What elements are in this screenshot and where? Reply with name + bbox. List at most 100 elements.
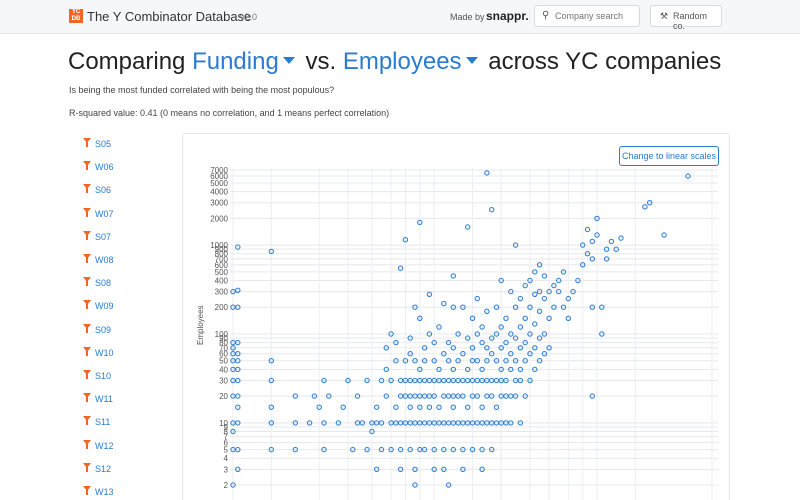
- data-point[interactable]: [393, 339, 399, 346]
- data-point[interactable]: [326, 393, 332, 399]
- data-point[interactable]: [594, 215, 600, 222]
- data-point[interactable]: [412, 358, 418, 364]
- data-point[interactable]: [393, 420, 399, 426]
- data-point[interactable]: [417, 315, 423, 321]
- data-point[interactable]: [230, 339, 236, 346]
- data-point[interactable]: [589, 304, 595, 310]
- data-point[interactable]: [517, 366, 524, 373]
- data-point[interactable]: [498, 366, 504, 373]
- data-point[interactable]: [397, 466, 404, 472]
- batch-filter-s08[interactable]: S08: [83, 276, 143, 290]
- data-point[interactable]: [541, 273, 548, 279]
- data-point[interactable]: [235, 351, 241, 357]
- data-point[interactable]: [479, 366, 485, 373]
- data-point[interactable]: [364, 446, 370, 453]
- data-point[interactable]: [493, 404, 500, 410]
- data-point[interactable]: [455, 331, 461, 337]
- data-point[interactable]: [541, 351, 548, 357]
- data-point[interactable]: [512, 242, 519, 248]
- data-point[interactable]: [426, 420, 433, 426]
- data-point[interactable]: [508, 366, 514, 373]
- batch-filter-s06[interactable]: S06: [83, 183, 143, 197]
- data-point[interactable]: [503, 339, 509, 346]
- data-point[interactable]: [235, 393, 241, 399]
- data-point[interactable]: [685, 173, 691, 179]
- data-point[interactable]: [613, 246, 619, 252]
- data-point[interactable]: [498, 393, 504, 399]
- data-point[interactable]: [469, 420, 476, 426]
- data-point[interactable]: [268, 377, 274, 384]
- brand-title[interactable]: The Y Combinator Database: [87, 9, 252, 24]
- data-point[interactable]: [503, 393, 509, 399]
- data-point[interactable]: [551, 282, 557, 289]
- data-point[interactable]: [407, 335, 413, 341]
- batch-filter-w11[interactable]: W11: [83, 392, 143, 406]
- data-point[interactable]: [417, 219, 423, 226]
- data-point[interactable]: [580, 242, 586, 248]
- data-point[interactable]: [536, 335, 543, 341]
- snappr-logo[interactable]: snappr.: [486, 9, 529, 23]
- data-point[interactable]: [527, 331, 533, 337]
- data-point[interactable]: [426, 291, 433, 297]
- data-point[interactable]: [474, 295, 480, 302]
- data-point[interactable]: [230, 420, 236, 426]
- data-point[interactable]: [445, 358, 452, 364]
- data-point[interactable]: [508, 331, 514, 337]
- data-point[interactable]: [235, 446, 241, 453]
- data-point[interactable]: [431, 420, 437, 426]
- data-point[interactable]: [374, 420, 380, 426]
- data-point[interactable]: [532, 345, 538, 351]
- data-point[interactable]: [306, 420, 313, 426]
- data-point[interactable]: [469, 377, 476, 384]
- data-point[interactable]: [455, 393, 461, 399]
- data-point[interactable]: [378, 377, 385, 384]
- batch-filter-w09[interactable]: W09: [83, 299, 143, 313]
- batch-filter-w12[interactable]: W12: [83, 439, 143, 453]
- data-point[interactable]: [517, 377, 524, 384]
- data-point[interactable]: [493, 377, 500, 384]
- data-point[interactable]: [474, 358, 480, 364]
- data-point[interactable]: [441, 446, 447, 453]
- data-point[interactable]: [512, 377, 519, 384]
- data-point[interactable]: [412, 420, 418, 426]
- data-point[interactable]: [469, 446, 476, 453]
- data-point[interactable]: [489, 420, 495, 426]
- data-point[interactable]: [441, 351, 447, 357]
- data-point[interactable]: [479, 466, 485, 472]
- data-point[interactable]: [556, 277, 562, 284]
- data-point[interactable]: [522, 358, 528, 364]
- data-point[interactable]: [235, 358, 241, 364]
- data-point[interactable]: [594, 232, 600, 238]
- data-point[interactable]: [536, 262, 543, 268]
- data-point[interactable]: [450, 446, 456, 453]
- data-point[interactable]: [479, 446, 485, 453]
- data-point[interactable]: [489, 393, 495, 399]
- data-point[interactable]: [230, 393, 236, 399]
- data-point[interactable]: [460, 466, 466, 472]
- data-point[interactable]: [493, 331, 500, 337]
- batch-filter-s05[interactable]: S05: [83, 137, 143, 151]
- linear-scale-button[interactable]: Change to linear scales: [619, 146, 719, 166]
- data-point[interactable]: [230, 366, 236, 373]
- data-point[interactable]: [498, 277, 504, 284]
- data-point[interactable]: [517, 295, 524, 302]
- batch-filter-w07[interactable]: W07: [83, 207, 143, 221]
- data-point[interactable]: [421, 393, 428, 399]
- data-point[interactable]: [541, 331, 548, 337]
- data-point[interactable]: [441, 377, 447, 384]
- data-point[interactable]: [340, 404, 346, 410]
- data-point[interactable]: [484, 420, 490, 426]
- yc-db-logo[interactable]: YC DB: [69, 9, 83, 23]
- data-point[interactable]: [560, 304, 567, 310]
- data-point[interactable]: [393, 358, 399, 364]
- data-point[interactable]: [512, 358, 519, 364]
- data-point[interactable]: [484, 358, 490, 364]
- data-point[interactable]: [541, 295, 548, 302]
- data-point[interactable]: [426, 331, 433, 337]
- data-point[interactable]: [369, 420, 375, 426]
- data-point[interactable]: [441, 466, 447, 472]
- data-point[interactable]: [517, 420, 524, 426]
- data-point[interactable]: [230, 351, 236, 357]
- data-point[interactable]: [465, 420, 471, 426]
- data-point[interactable]: [546, 288, 552, 295]
